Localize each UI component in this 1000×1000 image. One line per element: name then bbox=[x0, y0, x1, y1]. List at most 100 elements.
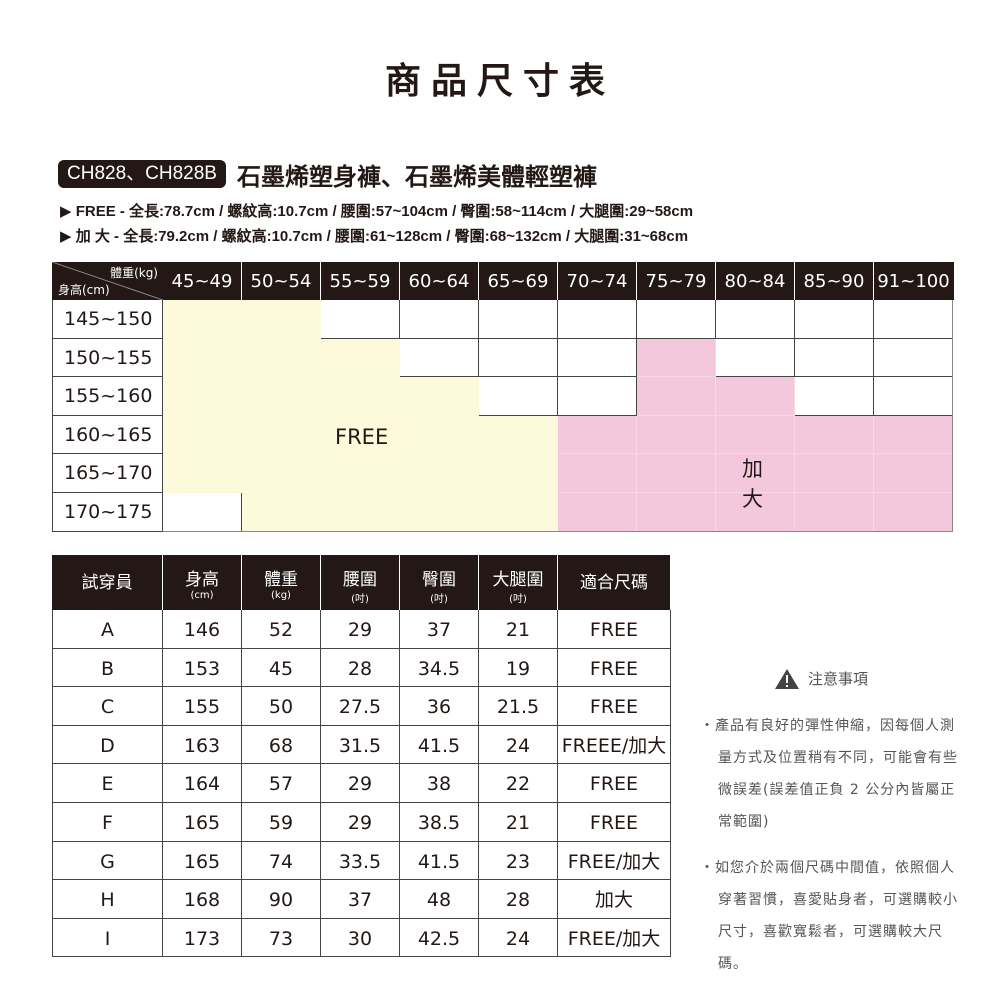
table-cell: 163 bbox=[163, 725, 242, 765]
table-cell: 48 bbox=[400, 880, 479, 919]
free-cell bbox=[242, 338, 321, 378]
table-cell: 173 bbox=[163, 918, 242, 958]
column-header: 大腿圍 (吋) bbox=[479, 555, 558, 610]
table-cell: G bbox=[52, 841, 163, 881]
column-header-label: 體重 bbox=[264, 570, 298, 590]
weight-column-header: 50~54 bbox=[242, 262, 321, 300]
table-cell: 33.5 bbox=[321, 841, 400, 881]
plus-cell bbox=[637, 454, 716, 493]
table-cell: FREE bbox=[558, 764, 671, 803]
table-cell: 23 bbox=[479, 841, 558, 881]
table-cell: 29 bbox=[321, 610, 400, 649]
empty-cell bbox=[795, 300, 874, 339]
table-cell: 30 bbox=[321, 918, 400, 958]
column-header-label: 腰圍 bbox=[343, 570, 377, 590]
product-name: 石墨烯塑身褲、石墨烯美體輕塑褲 bbox=[237, 163, 597, 191]
empty-cell bbox=[479, 377, 558, 416]
table-cell: A bbox=[52, 610, 163, 649]
page-title: 商品尺寸表 bbox=[384, 61, 615, 102]
height-row-header: 150~155 bbox=[52, 338, 163, 378]
table-cell: FREE bbox=[558, 610, 671, 649]
free-cell bbox=[321, 493, 400, 532]
weight-column-header: 75~79 bbox=[637, 262, 716, 300]
weight-column-header: 91~100 bbox=[877, 271, 950, 292]
column-header-label: 臀圍 bbox=[422, 570, 456, 590]
table-cell: 24 bbox=[479, 725, 558, 765]
plus-cell bbox=[558, 493, 637, 532]
empty-cell bbox=[558, 300, 637, 339]
free-cell bbox=[479, 493, 558, 532]
plus-cell bbox=[795, 415, 874, 455]
free-cell bbox=[400, 493, 479, 532]
table-cell: B bbox=[52, 648, 163, 688]
plus-cell bbox=[716, 493, 795, 532]
table-cell: 45 bbox=[242, 648, 321, 688]
empty-cell bbox=[558, 338, 637, 378]
column-header: 試穿員 bbox=[52, 555, 163, 610]
table-cell: 34.5 bbox=[400, 648, 479, 688]
height-row-header: 155~160 bbox=[52, 377, 163, 416]
free-cell bbox=[321, 377, 400, 416]
table-cell: 52 bbox=[242, 610, 321, 649]
table-cell: 加大 bbox=[558, 880, 671, 919]
table-cell: 29 bbox=[321, 803, 400, 842]
table-cell: 146 bbox=[163, 610, 242, 649]
empty-cell bbox=[716, 300, 795, 339]
column-header-label: 大腿圍 bbox=[492, 570, 544, 590]
column-header: 適合尺碼 bbox=[558, 555, 671, 610]
empty-cell bbox=[795, 377, 874, 416]
free-cell bbox=[242, 377, 321, 416]
plus-cell bbox=[716, 454, 795, 493]
empty-cell bbox=[795, 338, 874, 378]
table-cell: 19 bbox=[479, 648, 558, 688]
table-cell: FREE bbox=[558, 687, 671, 726]
spec-free: ▶ FREE - 全長:78.7cm / 螺紋高:10.7cm / 腰圍:57~… bbox=[60, 203, 694, 220]
column-header-unit: (吋) bbox=[430, 594, 448, 605]
table-cell: 59 bbox=[242, 803, 321, 842]
grid-header: 體重(kg) 身高(cm) 45~49 50~54 55~59 60~64 65~69 7… bbox=[52, 262, 954, 300]
table-cell: 29 bbox=[321, 764, 400, 803]
table-cell: 41.5 bbox=[400, 725, 479, 765]
column-header: 身高 (cm) bbox=[163, 555, 242, 610]
table-cell: FREE bbox=[558, 648, 671, 688]
table-cell: 36 bbox=[400, 687, 479, 726]
column-header-label: 適合尺碼 bbox=[580, 573, 648, 593]
height-row-header: 165~170 bbox=[52, 454, 163, 493]
free-cell bbox=[242, 300, 321, 339]
table-cell: 41.5 bbox=[400, 841, 479, 881]
table-cell: 38.5 bbox=[400, 803, 479, 842]
table-cell: E bbox=[52, 764, 163, 803]
empty-cell bbox=[479, 338, 558, 378]
empty-cell bbox=[637, 300, 716, 339]
table-cell: 37 bbox=[400, 610, 479, 649]
table-cell: 21 bbox=[479, 610, 558, 649]
table-cell: FREE/加大 bbox=[558, 841, 671, 881]
table-cell: 21.5 bbox=[479, 687, 558, 726]
table-cell: 73 bbox=[242, 918, 321, 958]
column-header: 腰圍 (吋) bbox=[321, 555, 400, 610]
table-cell: FREEE/加大 bbox=[558, 725, 671, 765]
table-cell: 42.5 bbox=[400, 918, 479, 958]
empty-cell bbox=[163, 493, 242, 532]
free-cell bbox=[163, 415, 242, 455]
free-cell bbox=[163, 454, 242, 493]
weight-column-header: 80~84 bbox=[716, 262, 795, 300]
table-cell: 155 bbox=[163, 687, 242, 726]
column-header-unit: (吋) bbox=[351, 594, 369, 605]
table-cell: 37 bbox=[321, 880, 400, 919]
corner-diagonal bbox=[52, 262, 163, 300]
spec-plus: ▶ 加 大 - 全長:79.2cm / 螺紋高:10.7cm / 腰圍:61~1… bbox=[60, 228, 689, 245]
table-cell: F bbox=[52, 803, 163, 842]
height-row-header: 170~175 bbox=[52, 493, 163, 532]
column-header-label: 身高 bbox=[185, 570, 219, 590]
plus-cell bbox=[874, 415, 953, 455]
product-code-badge: CH828、CH828B bbox=[58, 160, 226, 188]
empty-cell bbox=[321, 300, 400, 339]
column-header-unit: (吋) bbox=[509, 594, 527, 605]
table-cell: 153 bbox=[163, 648, 242, 688]
notes-heading: 注意事項 bbox=[808, 670, 869, 688]
table-cell: 165 bbox=[163, 803, 242, 842]
free-cell bbox=[242, 493, 321, 532]
free-cell bbox=[400, 377, 479, 416]
empty-cell bbox=[716, 338, 795, 378]
